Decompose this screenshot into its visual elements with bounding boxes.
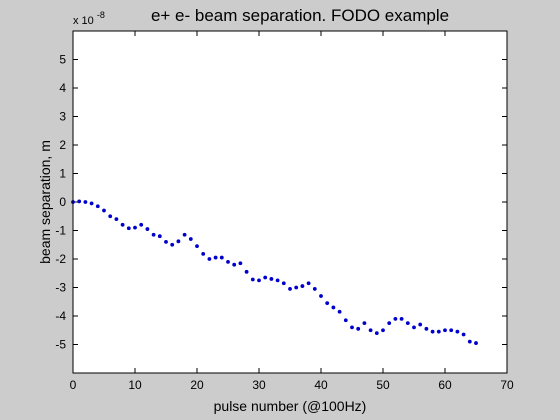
data-point (238, 261, 243, 266)
plot-area (73, 31, 507, 373)
x-tick-label: 70 (500, 378, 514, 392)
data-point (250, 277, 255, 282)
data-point (102, 208, 106, 213)
x-axis: 0 10 20 30 40 50 60 70 (70, 31, 514, 392)
data-point (368, 328, 373, 333)
data-point (325, 301, 330, 306)
y-tick-label: -4 (55, 309, 66, 323)
data-point (455, 329, 460, 334)
y-multiplier-exponent: -8 (97, 10, 105, 20)
data-point (151, 232, 156, 237)
data-point (288, 287, 292, 291)
x-tick-label: 60 (438, 378, 452, 392)
data-point (362, 321, 367, 326)
data-point (337, 309, 342, 314)
data-point (114, 217, 119, 222)
x-tick-label: 0 (70, 378, 77, 392)
y-multiplier-base: x 10 (73, 15, 94, 27)
data-point (244, 269, 249, 274)
data-point (356, 326, 361, 331)
data-point (387, 321, 392, 326)
data-point (232, 262, 237, 267)
x-tick-label: 40 (314, 378, 328, 392)
data-point (319, 294, 323, 298)
data-point (381, 328, 385, 333)
data-point (83, 200, 88, 204)
data-point (443, 328, 447, 333)
data-point (157, 234, 162, 239)
data-point (374, 331, 379, 335)
data-point (269, 277, 274, 281)
data-point (474, 341, 478, 345)
data-point (257, 278, 261, 283)
data-point (424, 326, 429, 331)
data-point (77, 199, 82, 204)
data-point (436, 329, 441, 334)
data-point (275, 278, 280, 283)
data-point (281, 281, 286, 286)
data-point (139, 222, 144, 227)
data-point (393, 316, 398, 321)
data-point (108, 214, 113, 219)
data-point (226, 259, 230, 264)
data-point (207, 257, 212, 261)
y-tick-label: -5 (55, 338, 66, 352)
data-point (133, 225, 137, 230)
data-point (213, 255, 218, 260)
data-point (145, 227, 150, 231)
y-tick-label: 1 (59, 167, 66, 181)
data-series (71, 199, 478, 345)
data-point (201, 251, 206, 256)
data-point (449, 328, 454, 333)
y-axis: 5 4 3 2 1 0 -1 -2 -3 -4 -5 (55, 53, 507, 352)
x-axis-label: pulse number (@100Hz) (214, 398, 367, 414)
data-point (343, 318, 348, 323)
y-tick-label: 2 (59, 138, 66, 152)
plot-frame (72, 30, 508, 374)
data-point (294, 285, 299, 290)
data-point (95, 204, 100, 209)
y-tick-label: 0 (59, 195, 66, 209)
data-point (306, 281, 311, 286)
data-point (467, 339, 472, 344)
y-axis-multiplier: x 10 -8 (73, 10, 105, 27)
data-point (164, 240, 168, 244)
data-point (399, 316, 404, 321)
data-point (412, 325, 416, 330)
data-point (89, 201, 94, 206)
data-point (405, 321, 410, 326)
x-tick-label: 20 (190, 378, 204, 392)
x-tick-label: 50 (376, 378, 390, 392)
chart-title: e+ e- beam separation. FODO example (151, 6, 449, 25)
data-point (188, 237, 193, 241)
data-point (219, 255, 224, 260)
y-tick-label: -2 (55, 252, 66, 266)
y-tick-label: -1 (55, 224, 66, 238)
data-point (126, 226, 131, 231)
data-point (182, 232, 187, 237)
data-point (300, 284, 305, 288)
x-tick-label: 10 (128, 378, 142, 392)
data-point (430, 329, 435, 334)
data-point (120, 222, 125, 227)
y-tick-label: 5 (59, 53, 66, 67)
data-point (418, 322, 423, 327)
data-point (312, 287, 317, 291)
data-point (461, 332, 466, 337)
data-point (195, 244, 199, 249)
data-point (176, 239, 181, 244)
x-tick-label: 30 (252, 378, 266, 392)
y-axis-label: beam separation, m (37, 140, 53, 264)
data-point (350, 325, 354, 330)
data-point (170, 242, 175, 247)
y-tick-label: -3 (55, 281, 66, 295)
y-tick-label: 4 (59, 81, 66, 95)
data-point (331, 305, 336, 310)
data-point (263, 275, 268, 280)
y-tick-label: 3 (59, 110, 66, 124)
